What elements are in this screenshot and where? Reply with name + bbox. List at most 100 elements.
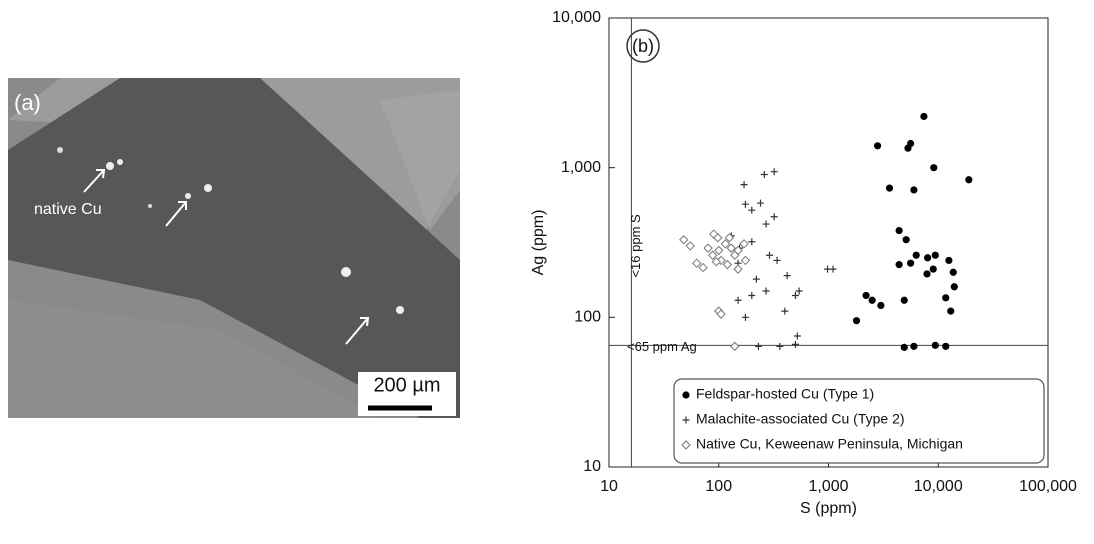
data-point (873, 142, 882, 150)
data-point (965, 176, 973, 184)
data-point (912, 251, 920, 259)
data-point (762, 287, 770, 295)
legend-marker (682, 391, 690, 399)
data-point (752, 275, 760, 283)
data-point (716, 309, 726, 319)
panel-label: (a) (14, 90, 41, 115)
data-point (929, 265, 937, 273)
data-point (923, 270, 931, 278)
data-point (942, 342, 950, 350)
data-point (707, 250, 718, 260)
data-point (740, 255, 751, 266)
y-tick-label: 100 (574, 309, 601, 326)
data-point (762, 220, 770, 228)
data-point (685, 241, 695, 251)
data-point (756, 199, 764, 207)
data-point (733, 245, 743, 256)
data-point (945, 256, 953, 265)
x-tick-label: 100,000 (1019, 478, 1077, 495)
data-point (730, 341, 740, 352)
data-point (942, 294, 950, 302)
data-point (733, 264, 743, 274)
x-axis-title: S (ppm) (800, 500, 857, 517)
data-point (900, 343, 908, 351)
data-point (748, 291, 756, 299)
legend-box (673, 378, 1045, 464)
legend-label: Malachite-associated Cu (Type 2) (696, 411, 905, 427)
data-point (931, 341, 939, 349)
data-point (734, 296, 742, 304)
data-point (900, 296, 908, 304)
data-point (722, 259, 733, 270)
data-point (703, 243, 713, 253)
annotation: native Cu (34, 201, 102, 218)
data-point (791, 340, 799, 348)
data-point (698, 262, 708, 273)
data-point (910, 186, 918, 194)
data-point (720, 239, 731, 249)
reference-label: <16 ppm S (628, 214, 643, 278)
data-point (741, 313, 749, 321)
data-point (931, 251, 939, 259)
reference-label: <65 ppm Ag (627, 339, 697, 354)
data-point (773, 256, 781, 264)
data-point (748, 238, 756, 246)
y-tick-label: 10 (583, 458, 601, 475)
data-point (748, 206, 756, 214)
legend-marker (681, 440, 691, 450)
data-point (895, 261, 903, 269)
data-point (795, 287, 803, 295)
y-axis-title: Ag (ppm) (530, 210, 547, 276)
data-point (770, 168, 778, 176)
data-point (920, 112, 928, 121)
data-point (877, 301, 885, 310)
data-point (692, 258, 702, 268)
data-point (714, 245, 724, 256)
x-tick-label: 10 (600, 478, 618, 495)
x-tick-label: 10,000 (914, 478, 963, 495)
data-point (924, 254, 932, 262)
data-point (907, 259, 915, 267)
data-point (793, 332, 801, 340)
data-point (740, 181, 748, 189)
data-point (713, 233, 723, 243)
x-tick-label: 1,000 (808, 478, 848, 495)
data-point (862, 291, 870, 300)
panel-label-ring (626, 29, 660, 63)
data-point (852, 317, 861, 325)
data-point (776, 342, 784, 350)
data-point (950, 283, 958, 291)
data-point (711, 257, 722, 267)
data-point (868, 296, 876, 304)
data-point (885, 184, 894, 192)
data-point (760, 171, 768, 179)
scale-bar-label: 200 µm (373, 374, 440, 396)
legend-marker (682, 416, 690, 424)
data-point (765, 251, 773, 259)
data-point (754, 342, 762, 350)
data-point (679, 235, 689, 245)
data-point (895, 226, 903, 235)
data-point (910, 342, 918, 350)
data-point (829, 265, 837, 273)
data-point (741, 200, 749, 208)
x-tick-label: 100 (705, 478, 732, 495)
data-point (902, 236, 910, 244)
data-point (791, 291, 799, 299)
chart: 10 100 1,000 10,000 100,000 10 100 1,000 10,000 S… (530, 9, 1077, 517)
data-point (781, 307, 789, 315)
data-point (930, 164, 938, 172)
y-tick-label: 10,000 (552, 9, 601, 26)
legend-label: Feldspar-hosted Cu (Type 1) (696, 386, 874, 402)
data-point (724, 233, 735, 243)
data-point (726, 243, 736, 253)
data-point (770, 213, 778, 221)
data-point (783, 272, 791, 280)
data-point (949, 268, 957, 276)
y-tick-label: 1,000 (561, 159, 601, 176)
legend-label: Native Cu, Keweenaw Peninsula, Michigan (696, 436, 963, 452)
data-point (947, 307, 955, 315)
data-point (739, 239, 749, 249)
panel-label: (b) (632, 36, 654, 56)
